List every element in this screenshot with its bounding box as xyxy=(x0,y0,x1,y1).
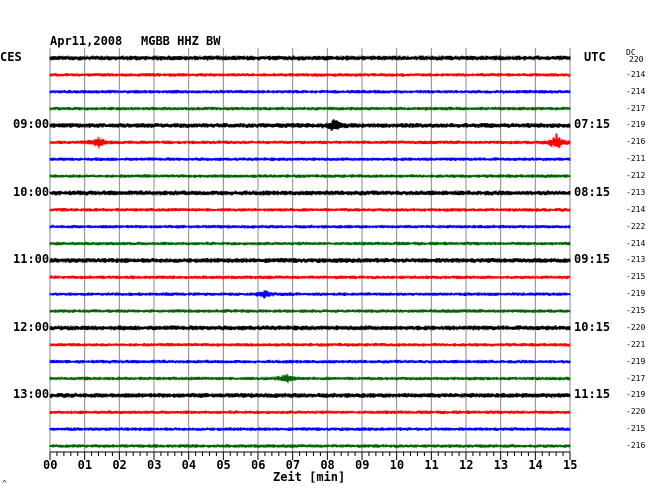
dc-header-line2: 220 xyxy=(629,55,644,64)
dc-value: -222 xyxy=(626,221,646,231)
dc-value: -221 xyxy=(626,339,646,349)
right-time-label: 08:15 xyxy=(574,184,611,199)
x-tick-label: 01 xyxy=(77,458,93,472)
x-tick-label: 13 xyxy=(493,458,509,472)
x-tick-label: 07 xyxy=(285,458,301,472)
left-time-label: 13:00 xyxy=(13,387,50,402)
seismic-trace-4 xyxy=(49,119,571,131)
x-tick-label: 06 xyxy=(251,458,266,472)
seismic-trace-2 xyxy=(49,89,571,94)
dc-value: -214 xyxy=(626,86,646,96)
dc-value: -219 xyxy=(626,289,646,299)
dc-value: -220 xyxy=(626,322,646,332)
seismic-trace-11 xyxy=(49,241,571,246)
seismic-trace-13 xyxy=(49,275,571,280)
dc-value: -212 xyxy=(626,171,646,181)
x-tick-label: 10 xyxy=(389,458,405,472)
seismic-trace-1 xyxy=(49,73,571,77)
seismic-trace-12 xyxy=(49,257,571,263)
dc-value: -216 xyxy=(626,137,646,147)
seismic-trace-5 xyxy=(49,133,571,149)
left-zone-label: CES xyxy=(0,50,22,64)
seismic-trace-0 xyxy=(49,55,571,61)
seismic-trace-17 xyxy=(49,342,571,347)
plot-date: Apr11,2008 xyxy=(50,34,123,48)
x-tick-label: 09 xyxy=(355,458,370,472)
dc-value: -213 xyxy=(626,255,646,265)
dc-value: -214 xyxy=(626,204,646,214)
x-tick-label: 02 xyxy=(112,458,127,472)
dc-header-line1: DC xyxy=(626,48,636,57)
dc-value: -220 xyxy=(626,407,646,417)
x-tick-label: 00 xyxy=(43,458,58,472)
seismic-trace-3 xyxy=(49,106,571,111)
x-axis-title: Zeit [min] xyxy=(273,470,346,484)
dc-value: -217 xyxy=(626,373,646,383)
seismic-trace-8 xyxy=(49,190,571,196)
left-time-label: 09:00 xyxy=(13,117,50,132)
dc-value: -217 xyxy=(626,103,646,113)
dc-value: -214 xyxy=(626,69,646,79)
x-tick-label: 11 xyxy=(424,458,439,472)
seismic-trace-19 xyxy=(49,373,571,384)
right-zone-label: UTC xyxy=(584,50,606,64)
dc-value: -219 xyxy=(626,356,646,366)
right-time-label: 09:15 xyxy=(574,252,611,267)
x-tick-label: 08 xyxy=(320,458,335,472)
x-tick-label: 15 xyxy=(563,458,578,472)
left-time-label: 11:00 xyxy=(13,252,50,267)
dc-value: -215 xyxy=(626,306,646,316)
seismic-trace-15 xyxy=(49,309,571,313)
dc-value: -213 xyxy=(626,187,646,197)
dc-value: -211 xyxy=(626,154,646,164)
seismic-trace-16 xyxy=(49,325,571,331)
x-tick-label: 05 xyxy=(216,458,231,472)
dc-value: -216 xyxy=(626,441,646,450)
dc-value: -219 xyxy=(626,390,646,400)
dc-value: -219 xyxy=(626,120,646,130)
right-time-label: 10:15 xyxy=(574,319,611,334)
seismic-trace-20 xyxy=(49,392,571,398)
dc-value: -215 xyxy=(626,272,646,282)
corner-mark: ^ xyxy=(2,479,7,488)
x-tick-label: 12 xyxy=(459,458,474,472)
seismic-trace-10 xyxy=(49,224,571,229)
x-tick-label: 04 xyxy=(181,458,197,472)
right-time-label: 07:15 xyxy=(574,117,611,132)
x-tick-label: 03 xyxy=(147,458,162,472)
seismic-trace-21 xyxy=(49,410,571,415)
seismic-trace-23 xyxy=(49,444,571,448)
seismic-trace-9 xyxy=(49,208,571,212)
seismic-trace-6 xyxy=(49,157,571,162)
dc-value: -214 xyxy=(626,238,646,248)
dc-value: -215 xyxy=(626,424,646,434)
seismic-trace-14 xyxy=(49,290,571,299)
seismic-trace-22 xyxy=(49,427,571,431)
station-code: MGBB HHZ BW xyxy=(141,34,221,48)
right-time-label: 11:15 xyxy=(574,387,611,402)
left-time-label: 12:00 xyxy=(13,319,50,334)
seismic-trace-7 xyxy=(49,174,571,178)
left-time-label: 10:00 xyxy=(13,184,50,199)
seismic-trace-18 xyxy=(49,359,571,364)
x-tick-label: 14 xyxy=(528,458,543,472)
